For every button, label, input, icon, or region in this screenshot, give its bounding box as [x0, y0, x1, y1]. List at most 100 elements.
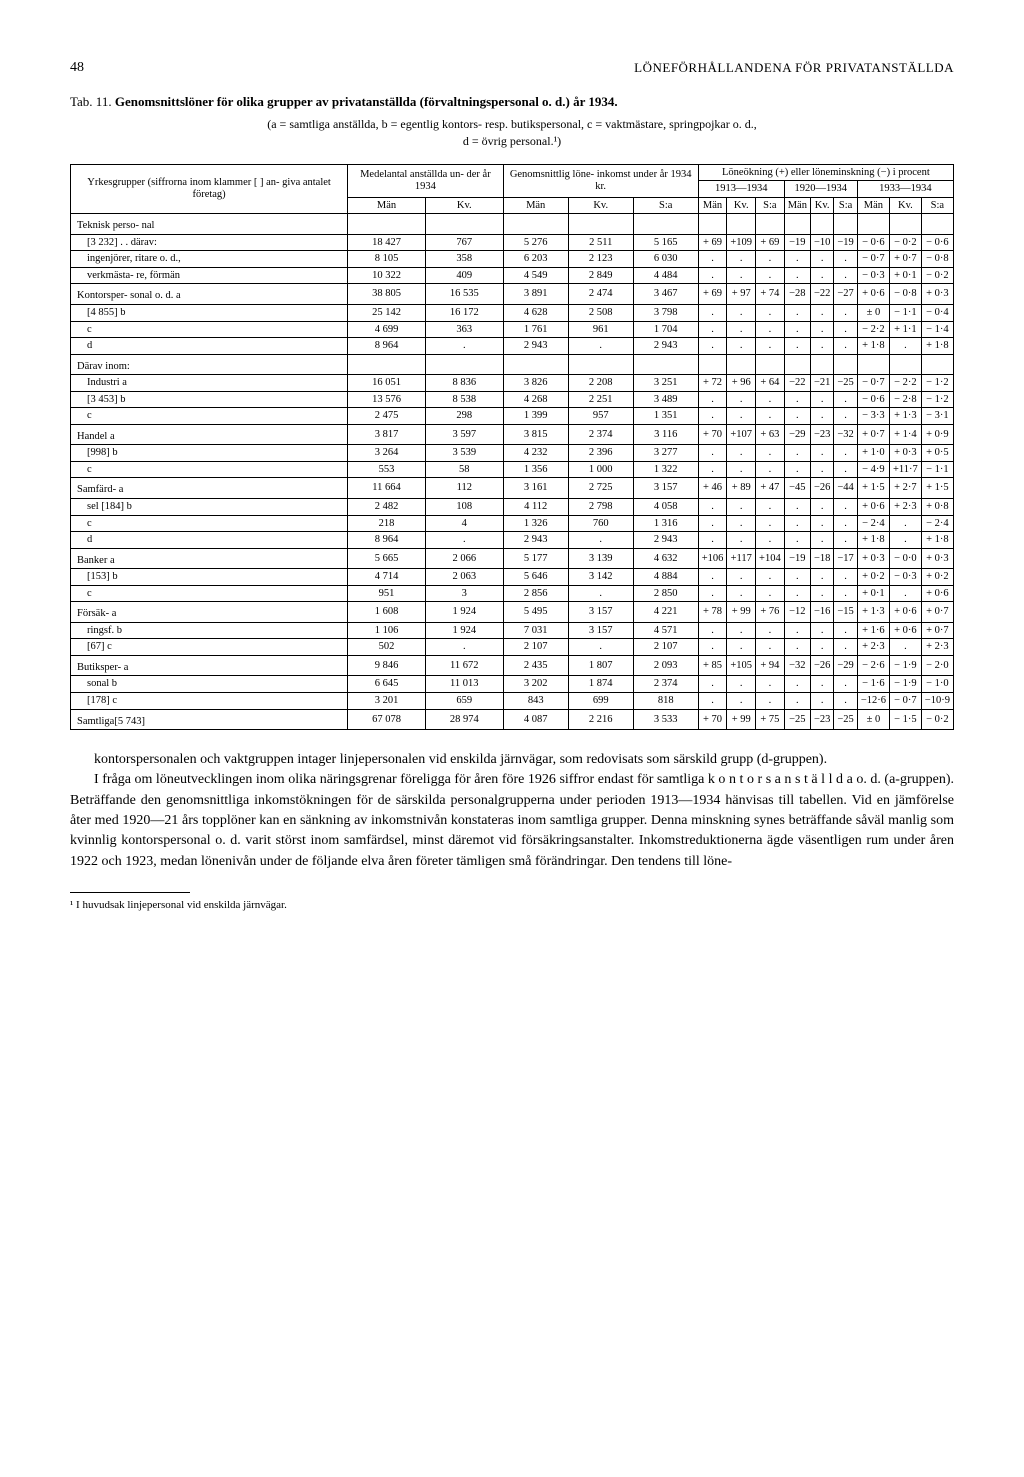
table-cell: 2 943	[503, 338, 568, 355]
tab-label: Tab. 11.	[70, 94, 112, 109]
table-cell: − 2·4	[921, 515, 953, 532]
table-cell	[633, 354, 698, 375]
table-cell: 2 474	[568, 284, 633, 305]
table-cell: 2 725	[568, 478, 633, 499]
table-cell: .	[756, 515, 785, 532]
table-cell: 4 628	[503, 304, 568, 321]
table-cell: 659	[425, 693, 503, 710]
table-cell: 1 761	[503, 321, 568, 338]
table-cell: −22	[784, 375, 810, 392]
table-cell: .	[698, 585, 727, 602]
table-cell: .	[810, 391, 833, 408]
table-cell	[348, 214, 426, 235]
legend-line-1: (a = samtliga anställda, b = egentlig ko…	[70, 116, 954, 133]
table-cell: −29	[784, 424, 810, 445]
table-cell: − 1·9	[889, 676, 921, 693]
table-cell: .	[698, 338, 727, 355]
table-cell: −45	[784, 478, 810, 499]
table-cell: −22	[810, 284, 833, 305]
row-label: Handel a	[71, 424, 348, 445]
table-cell: 11 672	[425, 655, 503, 676]
table-cell: −19	[834, 234, 857, 251]
table-cell: + 0·6	[889, 602, 921, 623]
table-cell: 951	[348, 585, 426, 602]
table-cell: + 1·8	[921, 338, 953, 355]
table-row: sonal b6 64511 0133 2021 8742 374......−…	[71, 676, 954, 693]
sub-man: Män	[503, 197, 568, 214]
table-cell	[810, 214, 833, 235]
table-cell: .	[889, 639, 921, 656]
table-cell: .	[810, 585, 833, 602]
table-cell: −21	[810, 375, 833, 392]
table-cell: .	[810, 515, 833, 532]
table-cell: 699	[568, 693, 633, 710]
table-cell: 3 251	[633, 375, 698, 392]
table-cell: .	[810, 251, 833, 268]
sub-kv: Kv.	[889, 197, 921, 214]
table-cell: −19	[784, 548, 810, 569]
table-cell: 38 805	[348, 284, 426, 305]
table-row: sel [184] b2 4821084 1122 7984 058......…	[71, 498, 954, 515]
table-cell: + 1·4	[889, 424, 921, 445]
table-cell: 4 484	[633, 267, 698, 284]
table-row: Försäk- a1 6081 9245 4953 1574 221+ 78+ …	[71, 602, 954, 623]
table-cell: 6 645	[348, 676, 426, 693]
table-cell: .	[834, 304, 857, 321]
table-cell: .	[889, 532, 921, 549]
table-cell: − 1·2	[921, 375, 953, 392]
row-label: Kontorsper- sonal o. d. a	[71, 284, 348, 305]
row-label: Därav inom:	[71, 354, 348, 375]
table-cell: .	[834, 338, 857, 355]
table-cell: .	[784, 445, 810, 462]
table-cell: 3 157	[568, 622, 633, 639]
table-cell: .	[810, 321, 833, 338]
table-cell	[503, 214, 568, 235]
table-cell: .	[834, 445, 857, 462]
tab-title-text: Genomsnittslöner för olika grupper av pr…	[115, 94, 618, 109]
table-cell: .	[698, 321, 727, 338]
table-cell: .	[756, 532, 785, 549]
table-cell: 13 576	[348, 391, 426, 408]
page-number: 48	[70, 60, 84, 76]
table-row: [3 453] b13 5768 5384 2682 2513 489.....…	[71, 391, 954, 408]
table-cell: −32	[784, 655, 810, 676]
table-cell: .	[756, 676, 785, 693]
table-cell: − 0·2	[889, 234, 921, 251]
table-row: Banker a5 6652 0665 1773 1394 632+106+11…	[71, 548, 954, 569]
table-cell: .	[698, 267, 727, 284]
table-cell: .	[810, 532, 833, 549]
table-cell: 2 208	[568, 375, 633, 392]
table-cell: .	[834, 532, 857, 549]
table-cell: − 2·2	[889, 375, 921, 392]
table-cell	[810, 354, 833, 375]
table-cell: .	[756, 445, 785, 462]
table-cell: 4 714	[348, 569, 426, 586]
table-cell: 363	[425, 321, 503, 338]
table-row: d8 964.2 943.2 943......+ 1·8.+ 1·8	[71, 338, 954, 355]
row-label: [3 232] . . därav:	[71, 234, 348, 251]
table-cell: .	[834, 267, 857, 284]
table-cell	[698, 214, 727, 235]
table-cell: 2 435	[503, 655, 568, 676]
table-cell	[633, 214, 698, 235]
row-label: [178] c	[71, 693, 348, 710]
table-cell: − 2·2	[857, 321, 889, 338]
table-cell: 4 268	[503, 391, 568, 408]
row-label: c	[71, 321, 348, 338]
table-cell: .	[698, 408, 727, 425]
table-cell: .	[834, 676, 857, 693]
table-cell: − 0·7	[857, 375, 889, 392]
table-cell: 2 850	[633, 585, 698, 602]
table-row: ingenjörer, ritare o. d.,8 1053586 2032 …	[71, 251, 954, 268]
table-cell: 16 051	[348, 375, 426, 392]
table-cell: 16 535	[425, 284, 503, 305]
table-cell: .	[727, 267, 756, 284]
table-cell: + 85	[698, 655, 727, 676]
row-label: [153] b	[71, 569, 348, 586]
table-cell	[834, 214, 857, 235]
table-cell: + 0·6	[889, 622, 921, 639]
table-cell: 3 533	[633, 709, 698, 730]
table-cell: − 0·2	[921, 709, 953, 730]
table-cell: +11·7	[889, 461, 921, 478]
table-cell: 4 112	[503, 498, 568, 515]
